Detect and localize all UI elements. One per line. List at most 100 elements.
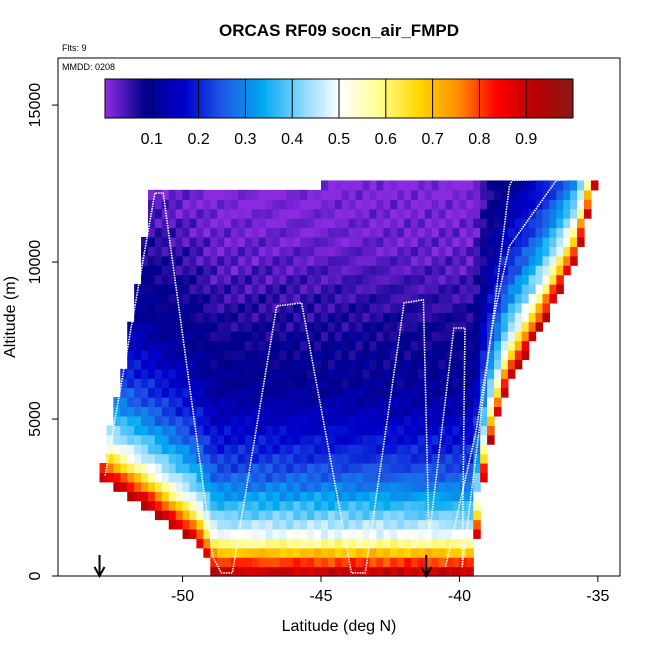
heatmap-cell [459, 368, 467, 379]
heatmap-cell [321, 199, 329, 210]
heatmap-cell [348, 227, 357, 238]
heatmap-cell [397, 293, 405, 304]
heatmap-cell [217, 227, 225, 238]
heatmap-cell [141, 444, 149, 455]
heatmap-cell [127, 415, 135, 426]
heatmap-cell [487, 387, 495, 398]
heatmap-cell [251, 349, 260, 360]
heatmap-cell [570, 199, 578, 210]
heatmap-cell [507, 302, 516, 313]
heatmap-cell [189, 349, 198, 360]
heatmap-cell [390, 453, 398, 464]
heatmap-cell [168, 368, 177, 379]
heatmap-cell [147, 406, 156, 417]
heatmap-cell [438, 547, 447, 558]
heatmap-cell [314, 406, 322, 417]
heatmap-cell [161, 397, 170, 408]
heatmap-cell [480, 397, 488, 408]
heatmap-cell [563, 265, 571, 276]
colorbar-swatch [567, 79, 571, 118]
colorbar-swatch [245, 79, 249, 118]
heatmap-cell [362, 208, 371, 219]
colorbar-swatch [192, 79, 197, 118]
heatmap-cell [231, 227, 239, 238]
heatmap-cell [244, 331, 253, 342]
heatmap-cell [168, 302, 177, 313]
heatmap-cell [466, 368, 474, 379]
heatmap-cell [134, 444, 142, 455]
heatmap-cell [161, 265, 170, 276]
heatmap-cell [265, 472, 274, 483]
heatmap-cell [327, 265, 336, 276]
heatmap-cell [258, 199, 267, 210]
heatmap-cell [210, 378, 218, 389]
heatmap-cell [466, 312, 474, 323]
heatmap-cell [369, 321, 377, 332]
heatmap-cell [231, 510, 239, 521]
heatmap-cell [383, 255, 391, 266]
heatmap-cell [438, 331, 447, 342]
heatmap-cell [327, 255, 336, 266]
heatmap-cell [127, 481, 135, 492]
heatmap-cell [390, 472, 398, 483]
heatmap-cell [459, 293, 467, 304]
heatmap-cell [168, 274, 177, 285]
heatmap-cell [182, 331, 191, 342]
heatmap-cell [293, 378, 301, 389]
heatmap-cell [431, 331, 440, 342]
heatmap-cell [494, 349, 502, 360]
heatmap-cell [258, 491, 267, 502]
heatmap-cell [341, 284, 350, 295]
colorbar-swatch [143, 79, 147, 118]
heatmap-cell [473, 199, 481, 210]
heatmap-cell [369, 519, 377, 530]
heatmap-cell [480, 340, 488, 351]
heatmap-cell [251, 321, 260, 332]
heatmap-cell [265, 425, 274, 436]
heatmap-cell [161, 302, 170, 313]
heatmap-cell [279, 378, 287, 389]
heatmap-cell [383, 547, 391, 558]
heatmap-cell [196, 491, 204, 502]
heatmap-cell [203, 397, 211, 408]
heatmap-cell [577, 236, 585, 247]
heatmap-cell [404, 425, 412, 436]
heatmap-cell [549, 199, 557, 210]
heatmap-cell [321, 566, 329, 577]
heatmap-cell [300, 378, 308, 389]
heatmap-cell [203, 387, 211, 398]
heatmap-cell [237, 189, 246, 200]
heatmap-cell [300, 528, 308, 539]
heatmap-cell [203, 547, 211, 558]
heatmap-cell [141, 312, 149, 323]
colorbar-swatch [499, 79, 504, 118]
heatmap-cell [362, 406, 371, 417]
heatmap-cell [203, 321, 211, 332]
heatmap-cell [154, 462, 163, 473]
heatmap-cell [189, 321, 198, 332]
colorbar-tick-label: 0.1 [141, 131, 163, 148]
heatmap-cell [459, 425, 467, 436]
heatmap-cell [127, 349, 135, 360]
heatmap-cell [251, 293, 260, 304]
heatmap-cell [438, 510, 447, 521]
heatmap-cell [175, 500, 184, 511]
heatmap-cell [175, 359, 184, 370]
heatmap-cell [141, 236, 149, 247]
heatmap-cell [237, 491, 246, 502]
colorbar-swatch [564, 79, 568, 118]
heatmap-cell [431, 491, 440, 502]
heatmap-cell [431, 557, 440, 568]
heatmap-cell [584, 199, 592, 210]
heatmap-cell [182, 246, 191, 257]
heatmap-cell [355, 557, 364, 568]
heatmap-cell [431, 180, 440, 191]
heatmap-cell [265, 566, 274, 577]
heatmap-cell [196, 312, 204, 323]
heatmap-cell [293, 321, 301, 332]
heatmap-cell [355, 265, 364, 276]
heatmap-cell [362, 397, 371, 408]
heatmap-cell [459, 359, 467, 370]
heatmap-cell [528, 312, 537, 323]
heatmap-cell [196, 387, 204, 398]
